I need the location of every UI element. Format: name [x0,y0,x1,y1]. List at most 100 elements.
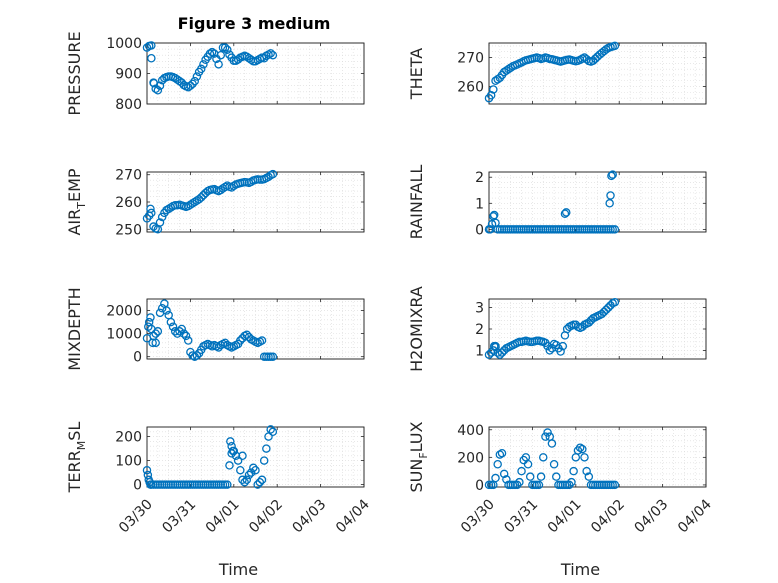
data-point [242,330,252,340]
data-point [233,55,243,64]
y-tick-label: 1 [475,343,484,359]
data-point [541,432,550,441]
data-point [266,49,275,58]
data-point [610,41,620,51]
data-point [214,60,223,69]
axes-h2omixra: 1 2 3 H2OMIXRA [407,286,707,372]
data-point [147,54,156,63]
data-point [240,477,249,487]
data-point [264,172,273,182]
data-point [489,341,499,351]
y-tick-label: 900 [115,67,142,83]
data-point [153,327,163,336]
data-point [146,204,155,214]
data-point [147,41,156,50]
data-point [207,47,217,57]
x-tick-label: 04/04 [333,496,373,536]
data-point [149,79,159,88]
y-tick-label: 200 [457,450,484,466]
data-point [253,480,262,489]
data-point [192,72,202,81]
data-point [236,336,245,345]
data-point [155,218,165,227]
data-point [601,305,611,314]
data-point [226,437,235,446]
y-axis-label: RAINFALL [407,165,426,240]
y-axis-label: PRESSURE [65,31,84,115]
data-point [506,63,515,72]
x-tick-label: 04/04 [675,496,715,536]
axes-pressure: 800 900 1000 PRESSURE [65,31,365,116]
data-point [162,306,171,315]
data-point [162,205,171,215]
data-point [146,313,155,322]
data-point [491,473,500,483]
data-point [597,309,607,319]
data-point [607,171,616,181]
x-tick-label: 04/03 [290,497,330,537]
axes-sun_flux: 0 200 400 03/30 03/31 04/01 04/02 04/03 04/04 SUN… [407,421,715,579]
x-tick-label: 03/30 [458,497,498,537]
y-tick-label: 400 [457,423,484,439]
data-point [168,322,178,331]
data-point [227,441,236,451]
data-point [225,461,234,470]
data-point [558,341,568,351]
y-tick-label: 2 [475,170,484,186]
data-point [584,472,594,481]
data-point [190,76,199,86]
data-point [610,225,620,234]
data-point [560,209,570,218]
data-point [552,472,561,481]
x-tick-label: 03/31 [501,497,541,537]
x-tick-label: 04/01 [203,497,243,537]
data-point [183,336,193,345]
y-tick-label: 0 [133,478,142,494]
data-point [599,307,609,317]
axes-theta: 260 270 THETA [407,41,707,105]
data-point [192,351,202,360]
data-point [249,463,258,473]
data-point [268,352,278,361]
data-point [606,191,615,200]
axes-terr_msl: 0 100 200 03/30 03/31 04/01 04/02 04/03 04/04 TER… [65,422,373,579]
y-tick-label: 1000 [106,327,142,343]
y-tick-label: 260 [457,80,484,96]
data-point [562,208,571,217]
axes-frame [488,42,707,105]
y-tick-label: 2000 [106,304,142,320]
y-tick-label: 0 [475,478,484,494]
data-point [604,303,613,312]
data-point [517,466,526,476]
data-point [547,439,557,448]
data-point [582,466,591,476]
data-point [142,465,152,475]
data-point [493,459,502,469]
y-axis-label: AIRTEMP [65,168,88,235]
x-tick-label: 04/01 [545,497,585,537]
data-point [236,465,245,475]
y-tick-label: 2 [475,322,484,338]
data-point [196,64,206,74]
data-point [246,55,256,65]
data-point [493,75,502,84]
data-point [244,470,254,480]
y-axis-label: THETA [407,48,426,100]
data-point [491,342,500,352]
data-point [181,331,191,341]
data-point [251,465,260,475]
data-point [543,428,552,437]
axes-frame [146,298,365,360]
data-point [190,197,199,207]
y-tick-label: 0 [133,350,142,366]
y-tick-label: 0 [475,222,484,238]
x-tick-label: 04/03 [632,497,672,537]
data-point [486,91,496,100]
data-point [148,338,157,348]
y-tick-label: 270 [115,168,142,184]
data-point [199,60,208,69]
data-point [497,448,507,458]
data-point [549,459,559,469]
data-point [186,81,195,90]
y-axis-label: TERRMSL [65,422,88,494]
